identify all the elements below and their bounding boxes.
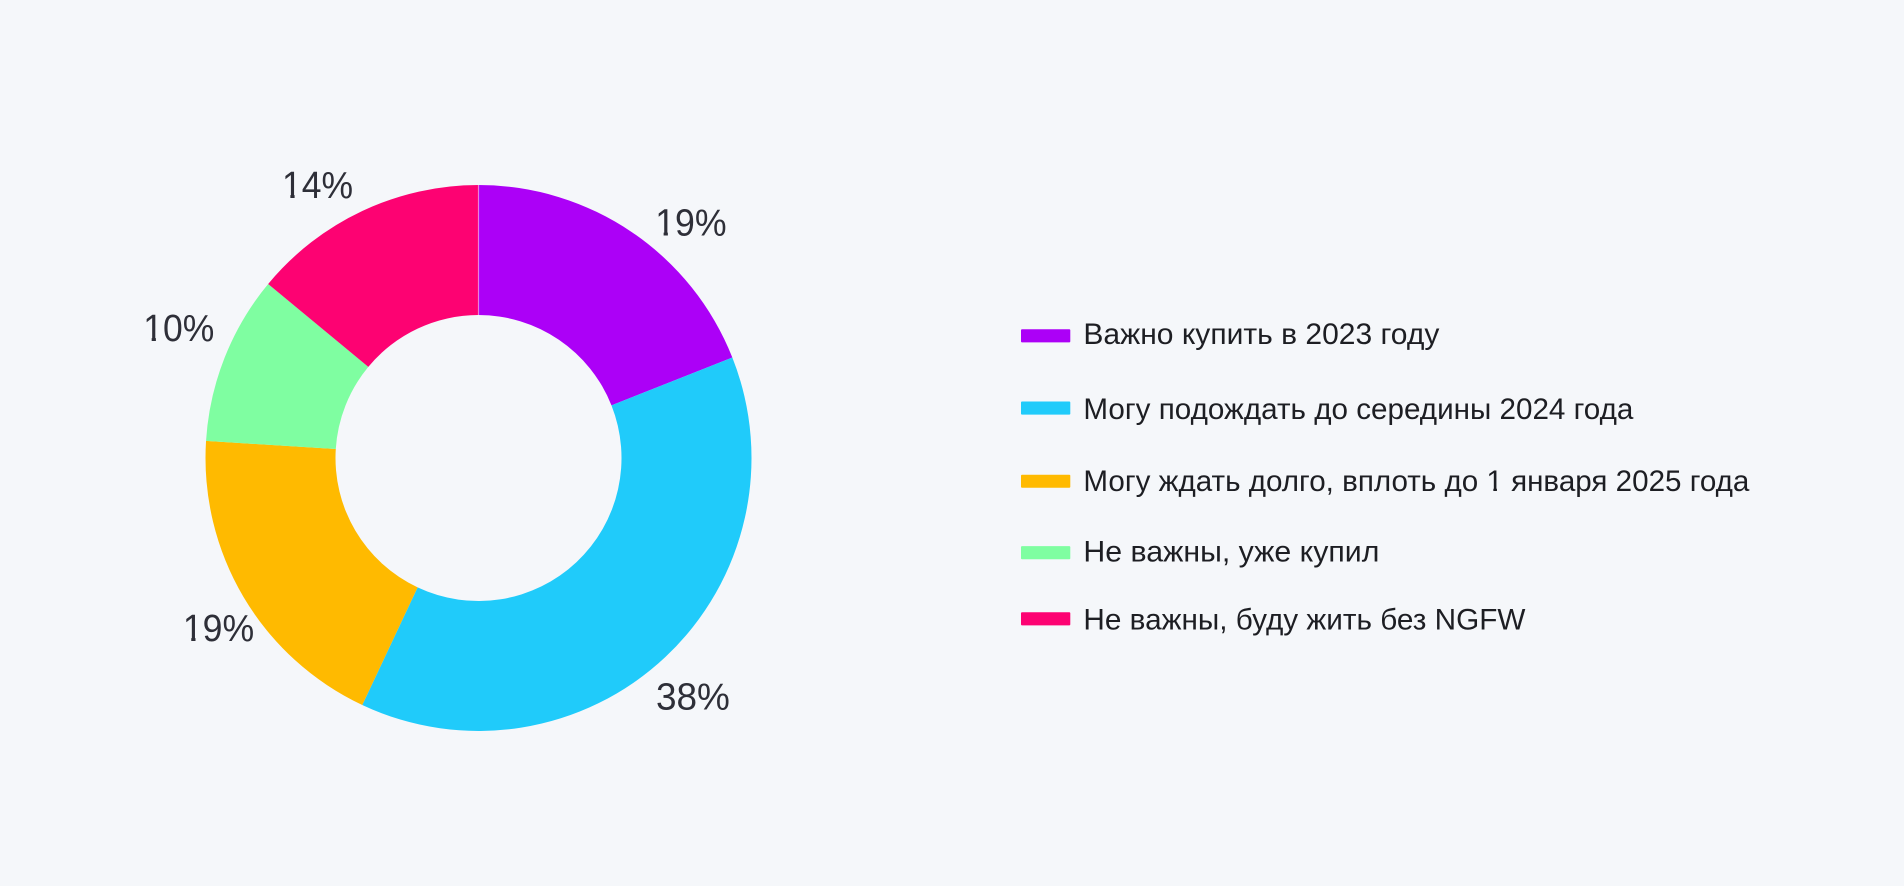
svg-text:Важно купить в 2023 году: Важно купить в 2023 году bbox=[1083, 318, 1439, 351]
svg-text:10%: 10% bbox=[143, 308, 214, 350]
svg-text:Могу ждать долго, вплоть до 1: Могу ждать долго, вплоть до 1 января 202… bbox=[1083, 465, 1749, 498]
svg-text:Не важны, уже купил: Не важны, уже купил bbox=[1083, 536, 1379, 569]
svg-text:19%: 19% bbox=[655, 203, 726, 245]
svg-text:Не важны, буду жить без NGFW: Не важны, буду жить без NGFW bbox=[1083, 604, 1526, 637]
svg-text:19%: 19% bbox=[183, 608, 254, 650]
svg-text:14%: 14% bbox=[282, 165, 353, 207]
svg-text:Могу подождать до середины 202: Могу подождать до середины 2024 года bbox=[1083, 393, 1633, 426]
svg-text:38%: 38% bbox=[656, 677, 730, 719]
